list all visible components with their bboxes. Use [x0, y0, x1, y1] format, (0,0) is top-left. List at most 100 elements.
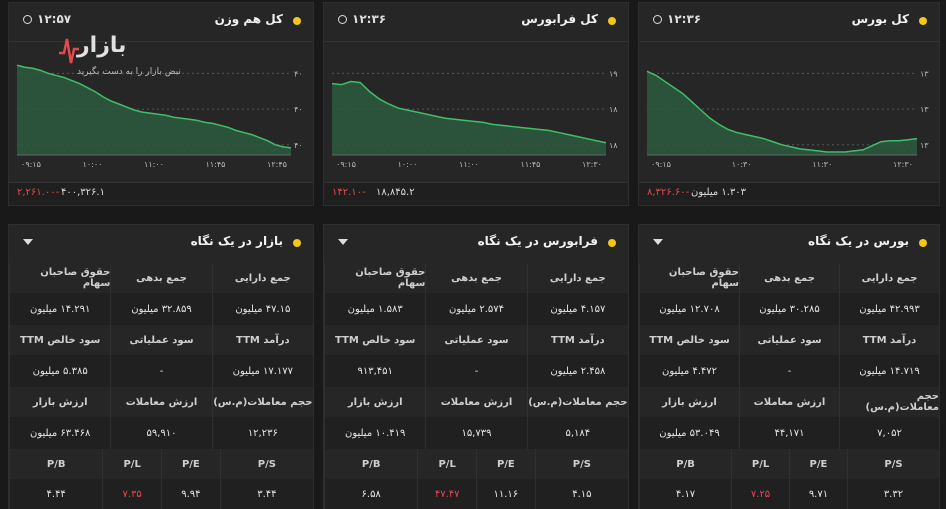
table-header-row: جمع دارایی جمع بدهی حقوق صاحبان سهام: [639, 263, 939, 293]
time-value: ۱۲:۳۶: [352, 12, 387, 26]
table-header: فرابورس در یک نگاه: [324, 225, 628, 264]
column-label: حجم معاملات(م.س): [839, 387, 939, 417]
column-label: حجم معاملات(م.س): [526, 387, 628, 417]
ratio-label: P/S: [846, 449, 939, 479]
index-chart[interactable]: ۱۹ ۱۸ ۱۸ ۰۹:۱۵ ۱۰:۰۰ ۱۱:۰۰ ۱۱:۴۵ ۱۲:۳۰: [324, 43, 628, 171]
chart-time: ۱۲:۳۶: [338, 12, 386, 26]
chart-header: کل بورس ۱۲:۳۶: [639, 3, 939, 42]
y-tick-label: ۱۳: [920, 105, 929, 114]
cell-value: ۱.۵۸۳ میلیون: [324, 293, 425, 325]
cell-value: ۳۰.۲۸۵ میلیون: [739, 293, 839, 325]
table-title: بازار در یک نگاه: [190, 234, 283, 248]
x-tick-label: ۱۱:۰۰: [144, 160, 164, 169]
table-row: ۴۲.۹۹۳ میلیون ۳۰.۲۸۵ میلیون ۱۲.۷۰۸ میلیون: [639, 293, 939, 325]
cell-value: ۴.۱۵۷ میلیون: [526, 293, 628, 325]
cell-value: ۱۴.۷۱۹ میلیون: [839, 355, 939, 387]
column-label: ارزش بازار: [324, 387, 425, 417]
status-dot-icon: [293, 17, 301, 25]
series-line: [331, 80, 607, 144]
table-grid: جمع دارایی جمع بدهی حقوق صاحبان سهام ۴۷.۱۵ …: [9, 263, 313, 509]
column-label: ارزش معاملات: [110, 387, 211, 417]
watermark-tagline: نبض بازار را به دست بگیرید: [77, 67, 181, 77]
clock-icon: [653, 15, 662, 24]
cell-value: ۹۱۳,۴۵۱: [324, 355, 425, 387]
ratio-label: P/E: [789, 449, 847, 479]
column-label: حجم معاملات(م.س): [211, 387, 313, 417]
table-title: بورس در یک نگاه: [808, 234, 909, 248]
cell-value: ۲.۵۷۴ میلیون: [425, 293, 526, 325]
chart-panel-hamvazn: کل هم وزن ۱۲:۵۷ ۴۰ ۴۰ ۴۰ ۰۹:۱۵ ۱۰:۰۰ ۱۱:۰۰ ۱۱:…: [8, 2, 314, 206]
ratio-value: ۳.۳۲: [846, 479, 939, 509]
ratio-label-row: P/S P/E P/L P/B: [639, 449, 939, 479]
chart-header: کل هم وزن ۱۲:۵۷: [9, 3, 313, 42]
ratio-value: ۴.۴۴: [9, 479, 102, 509]
chevron-down-icon[interactable]: [23, 239, 33, 245]
series-line: [16, 64, 292, 149]
index-chart[interactable]: ۴۰ ۴۰ ۴۰ ۰۹:۱۵ ۱۰:۰۰ ۱۱:۰۰ ۱۱:۴۵ ۱۲:۴۵: [9, 43, 313, 171]
chart-title: کل بورس: [851, 12, 909, 26]
cell-value: ۴۴,۱۷۱: [739, 417, 839, 449]
column-label: سود عملیاتی: [425, 325, 526, 355]
x-tick-label: ۱۱:۴۵: [521, 160, 541, 169]
x-tick-label: ۱۲:۴۵: [267, 160, 287, 169]
column-label: حقوق صاحبان سهام: [639, 263, 739, 293]
column-label: ارزش معاملات: [425, 387, 526, 417]
status-dot-icon: [608, 239, 616, 247]
x-tick-label: ۰۹:۱۵: [336, 160, 356, 169]
column-label: ارزش معاملات: [739, 387, 839, 417]
chart-time: ۱۲:۳۶: [653, 12, 701, 26]
clock-icon: [338, 15, 347, 24]
table-row: ۱۴.۷۱۹ میلیون -۴.۴۷۲ میلیون: [639, 355, 939, 387]
x-tick-label: ۱۲:۳۰: [582, 160, 602, 169]
cell-value: ۱۵,۷۳۹: [425, 417, 526, 449]
table-panel-bazar: بازار در یک نگاه جمع دارایی جمع بدهی حقوق …: [8, 224, 314, 509]
column-label: درآمد TTM: [526, 325, 628, 355]
table-header-row: جمع دارایی جمع بدهی حقوق صاحبان سهام: [9, 263, 313, 293]
cell-value: ۱۲.۷۰۸ میلیون: [639, 293, 739, 325]
x-tick-label: ۰۹:۱۵: [651, 160, 671, 169]
y-tick-label: ۴۰: [294, 141, 303, 150]
chevron-down-icon[interactable]: [653, 239, 663, 245]
ratio-label: P/L: [731, 449, 789, 479]
time-value: ۱۲:۵۷: [37, 12, 72, 26]
column-label: جمع دارایی: [839, 263, 939, 293]
index-value: ۴۰۰,۳۲۶.۱: [61, 187, 105, 198]
table-header-row: جمع دارایی جمع بدهی حقوق صاحبان سهام: [324, 263, 628, 293]
cell-value: ۴۲.۹۹۳ میلیون: [839, 293, 939, 325]
ratio-value: ۱۱.۱۶: [476, 479, 535, 509]
table-header-row: حجم معاملات(م.س) ارزش معاملات ارزش بازار: [324, 387, 628, 417]
index-chart[interactable]: ۱۳ ۱۳ ۱۳ ۰۹:۱۵ ۱۰:۳۰ ۱۱:۳۰ ۱۲:۳۰: [639, 43, 939, 171]
table-header-row: حجم معاملات(م.س) ارزش معاملات ارزش بازار: [639, 387, 939, 417]
series-area: [17, 65, 291, 155]
table-row: ۱۷.۱۷۷ میلیون -۵.۳۸۵ میلیون: [9, 355, 313, 387]
column-label: جمع بدهی: [110, 263, 211, 293]
table-grid: جمع دارایی جمع بدهی حقوق صاحبان سهام ۴.۱۵۷ …: [324, 263, 628, 509]
table-header: بورس در یک نگاه: [639, 225, 939, 264]
column-label: جمع دارایی: [211, 263, 313, 293]
table-panel-farabourse: فرابورس در یک نگاه جمع دارایی جمع بدهی حقو…: [323, 224, 629, 509]
index-change: ۱۴۲.۱۰-: [332, 187, 366, 198]
chart-footer: ۱۸,۸۴۵.۲ ۱۴۲.۱۰-: [324, 182, 628, 205]
chart-title: کل فرابورس: [521, 12, 598, 26]
time-value: ۱۲:۳۶: [667, 12, 702, 26]
x-tick-label: ۱۱:۳۰: [812, 160, 832, 169]
column-label: سود عملیاتی: [739, 325, 839, 355]
y-tick-label: ۱۸: [609, 105, 618, 114]
cell-value: ۶۳.۴۶۸ میلیون: [9, 417, 110, 449]
index-value: ۱.۳۰۳ میلیون: [691, 187, 747, 198]
y-tick-label: ۱۸: [609, 141, 618, 150]
chart-footer: ۱.۳۰۳ میلیون ۸,۳۲۶.۶۰-: [639, 182, 939, 205]
table-panel-bourse: بورس در یک نگاه جمع دارایی جمع بدهی حقوق ص…: [638, 224, 940, 509]
y-tick-label: ۴۰: [294, 105, 303, 114]
table-grid: جمع دارایی جمع بدهی حقوق صاحبان سهام ۴۲.۹۹۳…: [639, 263, 939, 509]
x-tick-label: ۱۰:۳۰: [732, 160, 752, 169]
column-label: سود خالص TTM: [9, 325, 110, 355]
ratio-value: ۶.۵۸: [324, 479, 417, 509]
series-line: [646, 70, 918, 153]
ratio-value: ۴.۱۷: [639, 479, 731, 509]
ratio-value: ۹.۹۴: [161, 479, 220, 509]
index-change: ۸,۳۲۶.۶۰-: [647, 187, 690, 198]
y-tick-label: ۱۹: [609, 69, 618, 78]
chevron-down-icon[interactable]: [338, 239, 348, 245]
cell-value: -: [110, 355, 211, 387]
